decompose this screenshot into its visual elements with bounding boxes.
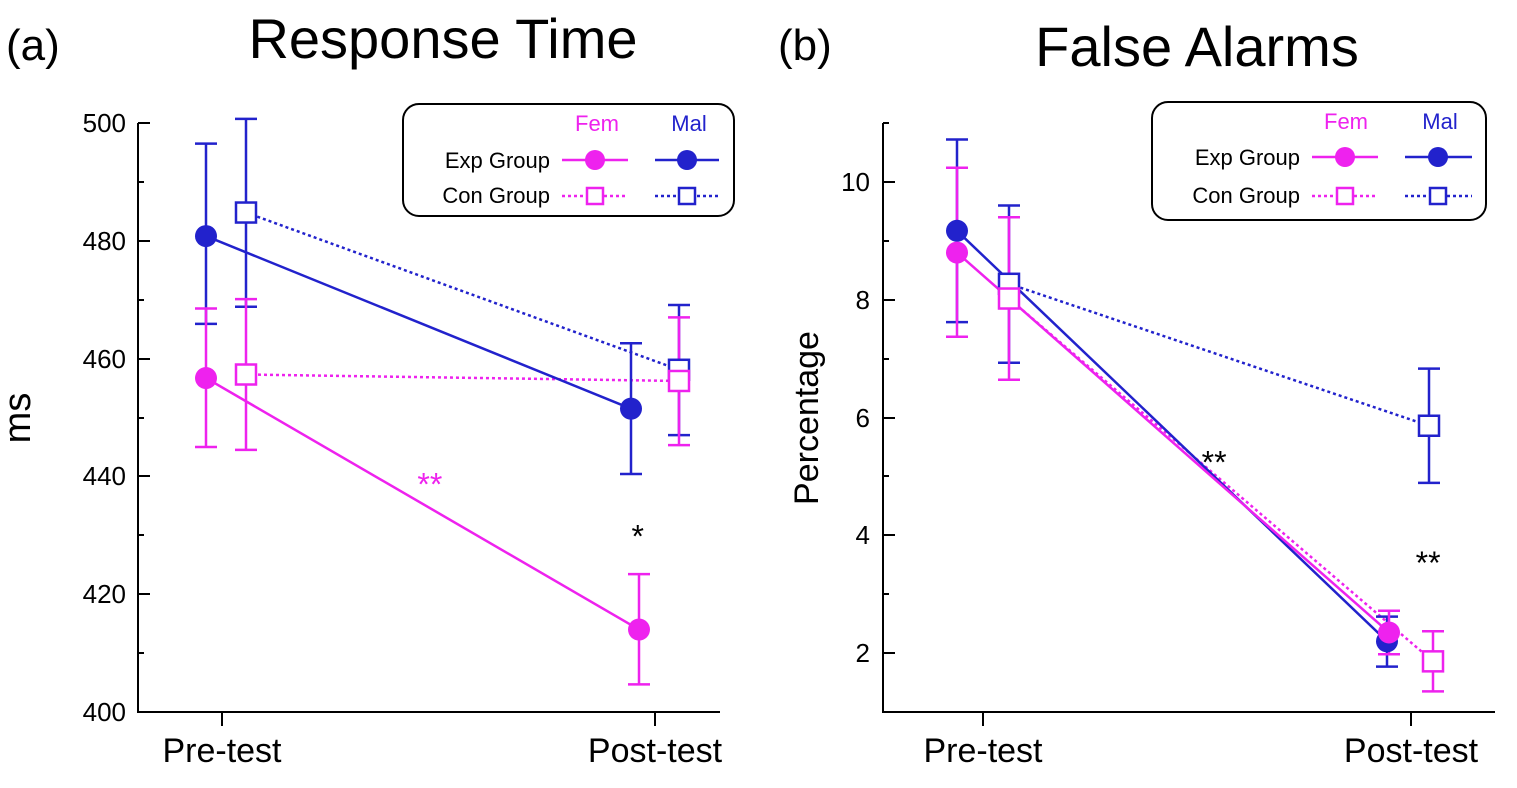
- y-tick-marks-b: [883, 122, 895, 713]
- legend-marker-exp-fem: [1335, 147, 1355, 167]
- y-tick-label: 6: [856, 403, 870, 433]
- legend-col-mal: Mal: [1422, 109, 1457, 134]
- legend-marker-con-mal: [1428, 186, 1448, 206]
- data-point-exp-fem: [195, 367, 217, 390]
- data-point-con-fem: [997, 287, 1021, 310]
- panel-a: (a) Response Time ms 400 420 440 460 480…: [0, 7, 735, 770]
- legend-marker-con-fem: [585, 186, 605, 206]
- data-point-con-mal: [1417, 414, 1441, 437]
- significance-marker: **: [417, 466, 442, 502]
- legend-col-mal: Mal: [671, 111, 706, 136]
- y-tick-labels-a: 400 420 440 460 480 500: [83, 108, 126, 727]
- x-tick-label-pre: Pre-test: [162, 732, 282, 770]
- plot-area-a: ***: [195, 117, 691, 686]
- y-tick-label: 10: [841, 167, 870, 197]
- y-tick-label: 400: [83, 697, 126, 727]
- y-tick-label: 480: [83, 226, 126, 256]
- y-tick-label: 4: [856, 520, 870, 550]
- plot-area-b: ** **: [946, 138, 1445, 693]
- legend-b: Fem Mal Exp Group Con Group: [1151, 101, 1487, 221]
- series-line-con-mal: [245, 211, 680, 371]
- y-tick-labels-b: 2 4 6 8 10: [841, 167, 870, 668]
- data-point-con-mal: [234, 201, 258, 224]
- legend-row-con: Con Group: [1192, 183, 1300, 208]
- significance-marker: **: [1416, 545, 1441, 581]
- y-tick-label: 420: [83, 579, 126, 609]
- x-tick-label-post: Post-test: [1344, 732, 1479, 770]
- legend-row-exp: Exp Group: [1195, 145, 1300, 170]
- data-point-con-fem: [667, 369, 691, 393]
- significance-marker: **: [1202, 445, 1227, 481]
- legend-row-exp: Exp Group: [445, 148, 550, 173]
- legend-box: [1151, 101, 1487, 221]
- y-tick-label: 8: [856, 285, 870, 315]
- panel-b: (b) False Alarms Percentage 2 4 6 8 10: [778, 15, 1495, 770]
- data-point-exp-fem: [1378, 621, 1400, 644]
- series-line-exp-mal: [956, 229, 1388, 643]
- y-tick-label: 500: [83, 108, 126, 138]
- chart-title-b: False Alarms: [1035, 15, 1359, 78]
- y-tick-label: 460: [83, 344, 126, 374]
- legend-marker-con-mal: [677, 186, 697, 206]
- data-point-con-fem: [234, 363, 258, 386]
- series-line-con-fem: [245, 373, 680, 383]
- legend-a: Fem Mal Exp Group Con Group: [402, 103, 735, 217]
- series-line-exp-fem: [956, 251, 1390, 634]
- y-axis-label-b: Percentage: [788, 331, 826, 505]
- panel-label-b: (b): [778, 21, 832, 70]
- data-point-exp-fem: [628, 618, 650, 641]
- legend-col-fem: Fem: [575, 111, 619, 136]
- significance-marker: *: [631, 518, 643, 554]
- data-point-exp-mal: [195, 225, 217, 248]
- data-point-exp-fem: [946, 241, 968, 264]
- x-tick-label-pre: Pre-test: [923, 732, 1043, 770]
- legend-col-fem: Fem: [1324, 109, 1368, 134]
- panel-label-a: (a): [6, 21, 60, 70]
- legend-marker-exp-fem: [585, 150, 605, 170]
- legend-row-con: Con Group: [442, 183, 550, 208]
- y-axis-label-a: ms: [0, 393, 39, 444]
- chart-title-a: Response Time: [248, 7, 637, 70]
- x-tick-label-post: Post-test: [588, 732, 723, 770]
- data-point-exp-mal: [620, 397, 642, 420]
- y-tick-label: 2: [856, 638, 870, 668]
- series-line-exp-mal: [205, 234, 632, 410]
- data-point-con-fem: [1421, 650, 1445, 673]
- legend-marker-con-fem: [1335, 186, 1355, 206]
- y-tick-label: 440: [83, 461, 126, 491]
- y-tick-marks-a: [138, 122, 150, 713]
- series-line-con-mal: [1008, 282, 1430, 427]
- legend-marker-exp-mal: [677, 150, 697, 170]
- series-line-exp-fem: [205, 376, 640, 631]
- data-point-exp-mal: [946, 219, 968, 242]
- legend-marker-exp-mal: [1428, 147, 1448, 167]
